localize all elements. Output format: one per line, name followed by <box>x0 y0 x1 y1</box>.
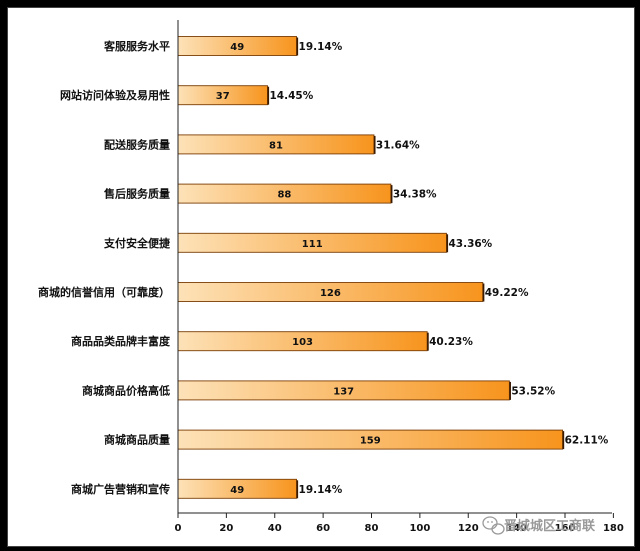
x-tick-label: 120 <box>458 523 479 534</box>
bar-value-label: 81 <box>269 140 283 151</box>
bar-percent-label: 49.22% <box>485 287 529 299</box>
x-tick-label: 20 <box>219 523 233 534</box>
bar-percent-label: 43.36% <box>448 238 492 250</box>
bar-edge-shadow <box>267 86 270 105</box>
x-tick-label: 60 <box>316 523 330 534</box>
bar-edge-shadow <box>482 283 485 302</box>
bar-edge-shadow <box>296 480 299 499</box>
bar-edge-shadow <box>296 37 299 56</box>
bar-percent-label: 14.45% <box>269 90 313 102</box>
bar-value-label: 37 <box>216 91 230 102</box>
bar-percent-label: 40.23% <box>429 336 473 348</box>
watermark-text: 晋城城区工商联 <box>504 518 595 534</box>
category-label: 客服服务水平 <box>103 39 170 53</box>
bar-value-label: 49 <box>230 485 244 496</box>
bar-percent-label: 34.38% <box>393 189 437 201</box>
bar-edge-shadow <box>446 234 449 253</box>
bar-value-label: 49 <box>230 42 244 53</box>
bar-value-label: 103 <box>292 337 313 348</box>
category-label: 商城商品价格高低 <box>82 383 170 397</box>
category-label: 商城商品质量 <box>104 433 170 447</box>
bar-value-label: 111 <box>302 239 323 250</box>
category-label: 配送服务质量 <box>104 137 170 151</box>
category-label: 商城广告营销和宣传 <box>71 482 170 496</box>
x-tick-label: 140 <box>506 523 527 534</box>
bar-percent-label: 19.14% <box>299 41 343 53</box>
bar-percent-label: 53.52% <box>511 385 555 397</box>
bar-value-label: 126 <box>320 288 341 299</box>
bar-edge-shadow <box>509 381 511 400</box>
x-tick-label: 80 <box>365 523 379 534</box>
category-label: 商城的信誉信用（可靠度） <box>38 285 170 299</box>
bar-percent-label: 62.11% <box>565 435 609 447</box>
x-tick-label: 100 <box>409 523 430 534</box>
bar-edge-shadow <box>562 431 565 450</box>
bar-percent-label: 31.64% <box>376 139 420 151</box>
bar-edge-shadow <box>390 185 393 204</box>
bar-value-label: 137 <box>333 386 354 397</box>
wechat-icon <box>482 516 505 535</box>
category-label: 售后服务质量 <box>103 187 170 201</box>
category-label: 网站访问体验及易用性 <box>60 88 170 102</box>
bar-edge-shadow <box>373 135 376 154</box>
category-label: 支付安全便捷 <box>103 236 171 250</box>
x-tick-label: 40 <box>268 523 282 534</box>
bar-edge-shadow <box>427 332 429 351</box>
chart-frame <box>7 7 635 547</box>
bar-value-label: 88 <box>277 190 291 201</box>
category-label: 商品品类品牌丰富度 <box>71 334 171 348</box>
watermark: 晋城城区工商联 <box>482 516 595 535</box>
bar-value-label: 159 <box>360 436 381 447</box>
x-tick-label: 160 <box>555 523 576 534</box>
bar-percent-label: 19.14% <box>299 484 343 496</box>
x-tick-label: 180 <box>603 523 624 534</box>
x-tick-label: 0 <box>175 523 182 534</box>
